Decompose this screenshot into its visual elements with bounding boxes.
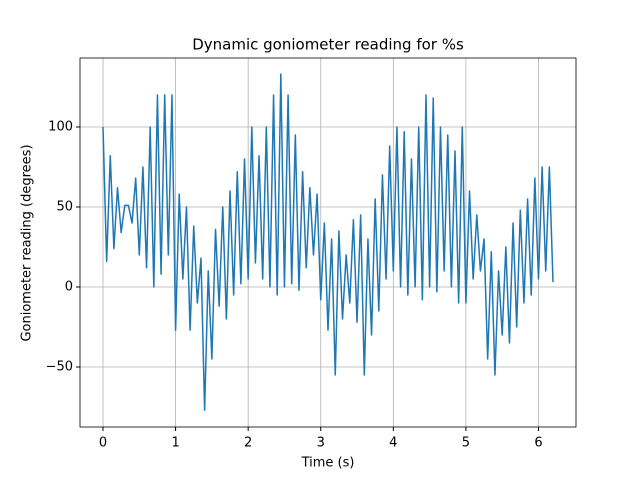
x-axis-label: Time (s) (301, 456, 355, 471)
y-axis-label: Goniometer reading (degrees) (20, 144, 35, 341)
data-line (102, 73, 554, 411)
x-tick-label: 2 (244, 436, 252, 451)
x-tick-label: 4 (389, 436, 397, 451)
y-tick-label: −50 (46, 359, 73, 374)
x-tick-label: 1 (171, 436, 179, 451)
x-tick-label: 5 (462, 436, 470, 451)
y-tick-label: 100 (48, 119, 73, 134)
x-tick-label: 3 (317, 436, 325, 451)
y-tick-label: 0 (65, 279, 73, 294)
x-tick-label: 6 (534, 436, 542, 451)
plot-frame (79, 57, 577, 428)
x-tick-label: 0 (99, 436, 107, 451)
y-tick-label: 50 (56, 199, 73, 214)
chart-title: Dynamic goniometer reading for %s (192, 36, 464, 54)
